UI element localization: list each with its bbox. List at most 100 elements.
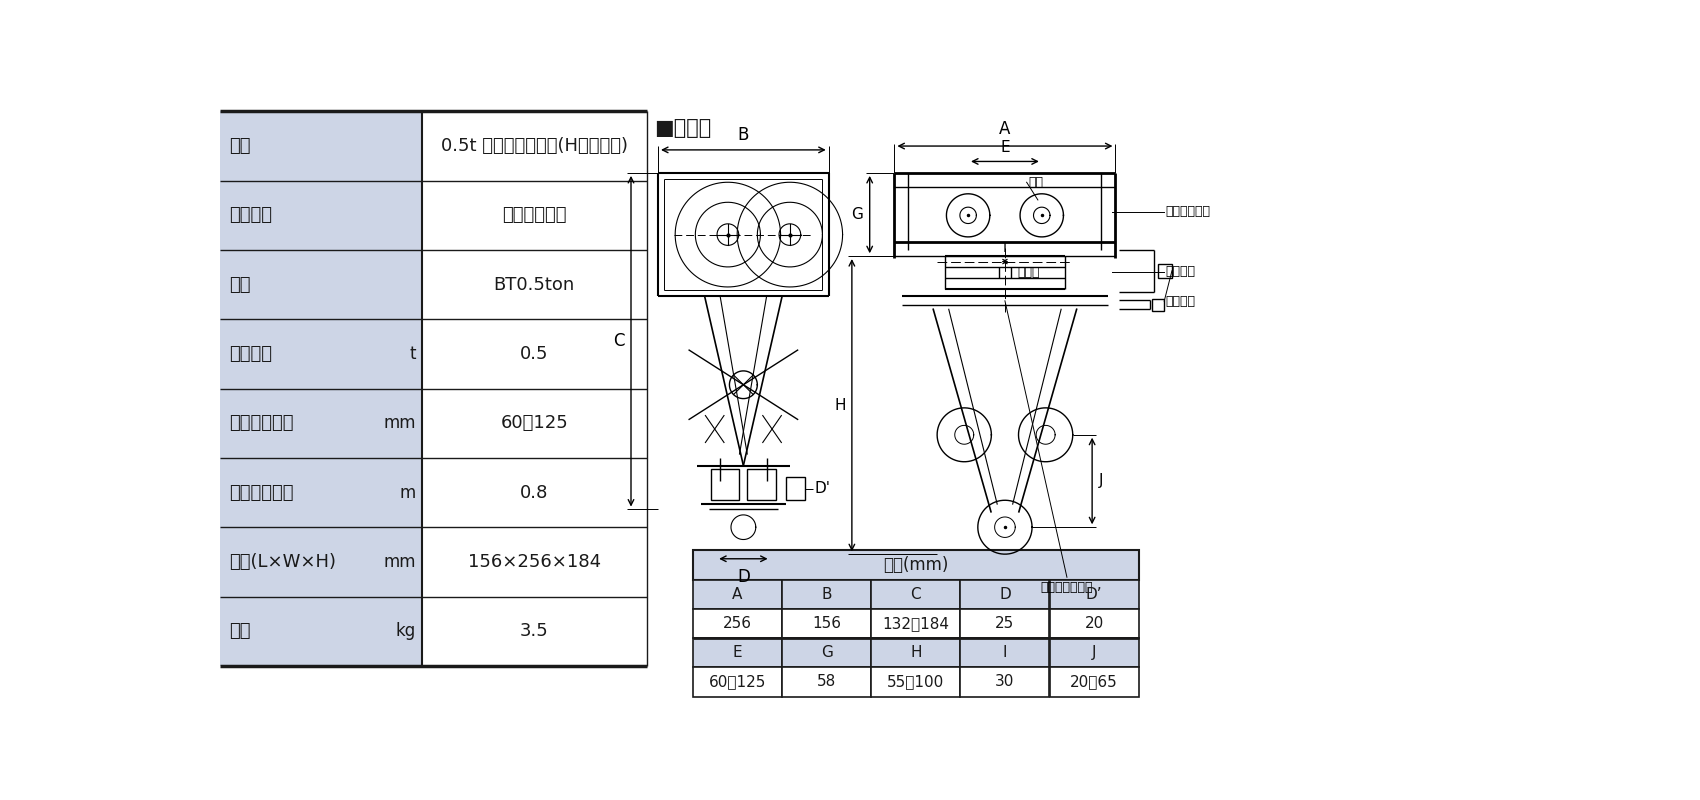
Bar [1153,298,1165,311]
Text: D': D' [814,481,831,496]
Text: 車輪: 車輪 [1028,176,1044,189]
Bar [221,389,422,458]
Bar [658,173,828,296]
Text: C: C [614,332,626,350]
Bar [960,638,1049,667]
Bar [870,609,960,638]
Bar [221,181,422,250]
Bar [221,250,422,319]
Bar [422,597,646,666]
Bar [785,477,806,500]
Bar [221,111,422,181]
Bar [694,550,1139,579]
Bar [1049,667,1139,697]
Bar [694,579,782,609]
Text: 256: 256 [722,616,751,631]
Text: 3.5: 3.5 [520,622,549,640]
Bar [221,319,422,389]
Text: 使用荷重: 使用荷重 [230,345,272,363]
Bar [221,458,422,527]
Bar [782,638,870,667]
Text: 30: 30 [994,674,1015,690]
Bar [960,667,1049,697]
Text: t: t [410,345,415,363]
Bar [782,579,870,609]
Bar [422,527,646,597]
Text: I: I [1003,242,1006,255]
Bar [694,667,782,697]
Text: D: D [1000,586,1011,602]
Text: 重量: 重量 [230,622,252,640]
Bar [1049,579,1139,609]
Bar [711,470,740,500]
Text: BT0.5ton: BT0.5ton [493,276,575,294]
Text: スリーエッチ: スリーエッチ [502,206,566,224]
Text: J: J [1098,474,1103,489]
Bar [1049,638,1139,667]
Text: 0.5: 0.5 [520,345,549,363]
Text: D: D [736,568,750,586]
Text: ゆるみ止めバー: ゆるみ止めバー [1040,581,1093,594]
Text: mm: mm [382,553,415,571]
Bar [694,609,782,638]
Bar [221,527,422,597]
Text: 0.5t ビームトロリー(H型鉢専用): 0.5t ビームトロリー(H型鉢専用) [440,137,627,155]
Text: 20～65: 20～65 [1071,674,1119,690]
Text: 適用ビーム幅: 適用ビーム幅 [230,414,294,432]
Bar [422,389,646,458]
Text: 132～184: 132～184 [882,616,949,631]
Bar [422,319,646,389]
Text: ハンドル: ハンドル [1166,294,1195,308]
Text: 60～125: 60～125 [500,414,568,432]
Bar [960,609,1049,638]
Bar [1049,609,1139,638]
Text: メーカー: メーカー [230,206,272,224]
Bar [782,667,870,697]
Text: 型式: 型式 [230,276,252,294]
Text: 品名: 品名 [230,137,252,155]
Text: ■寸法図: ■寸法図 [654,118,712,138]
Text: フレーム: フレーム [1166,265,1195,278]
Bar [870,579,960,609]
Text: 0.8: 0.8 [520,483,549,502]
Text: 25: 25 [994,616,1015,631]
Bar [422,111,646,181]
Text: 最小回転半径: 最小回転半径 [230,483,294,502]
Text: 寸法(L×W×H): 寸法(L×W×H) [230,553,337,571]
Text: D’: D’ [1086,586,1102,602]
Bar [782,609,870,638]
Bar [748,470,775,500]
Text: ビーム: ビーム [1017,266,1040,279]
Text: 車輪のガイド: 車輪のガイド [1166,205,1210,218]
Text: 156: 156 [813,616,842,631]
Text: E: E [733,646,743,660]
Text: 58: 58 [818,674,836,690]
Bar [422,458,646,527]
Text: B: B [738,126,750,144]
Text: m: m [400,483,415,502]
Bar [694,638,782,667]
Text: G: G [821,646,833,660]
Bar [221,597,422,666]
Bar [870,638,960,667]
Text: 寸法(mm): 寸法(mm) [882,556,949,574]
Text: A: A [733,586,743,602]
Text: 55～100: 55～100 [887,674,945,690]
Text: 60～125: 60～125 [709,674,767,690]
Bar [870,667,960,697]
Text: mm: mm [382,414,415,432]
Text: 156×256×184: 156×256×184 [468,553,600,571]
Text: 20: 20 [1085,616,1103,631]
Text: A: A [1000,120,1010,138]
Text: E: E [1000,140,1010,155]
Bar [422,181,646,250]
Text: H: H [835,398,845,413]
Text: C: C [911,586,921,602]
Bar [1158,264,1171,278]
Text: G: G [852,207,864,222]
Bar [960,579,1049,609]
Text: B: B [821,586,831,602]
Text: J: J [1091,646,1096,660]
Text: kg: kg [396,622,415,640]
Bar [422,250,646,319]
